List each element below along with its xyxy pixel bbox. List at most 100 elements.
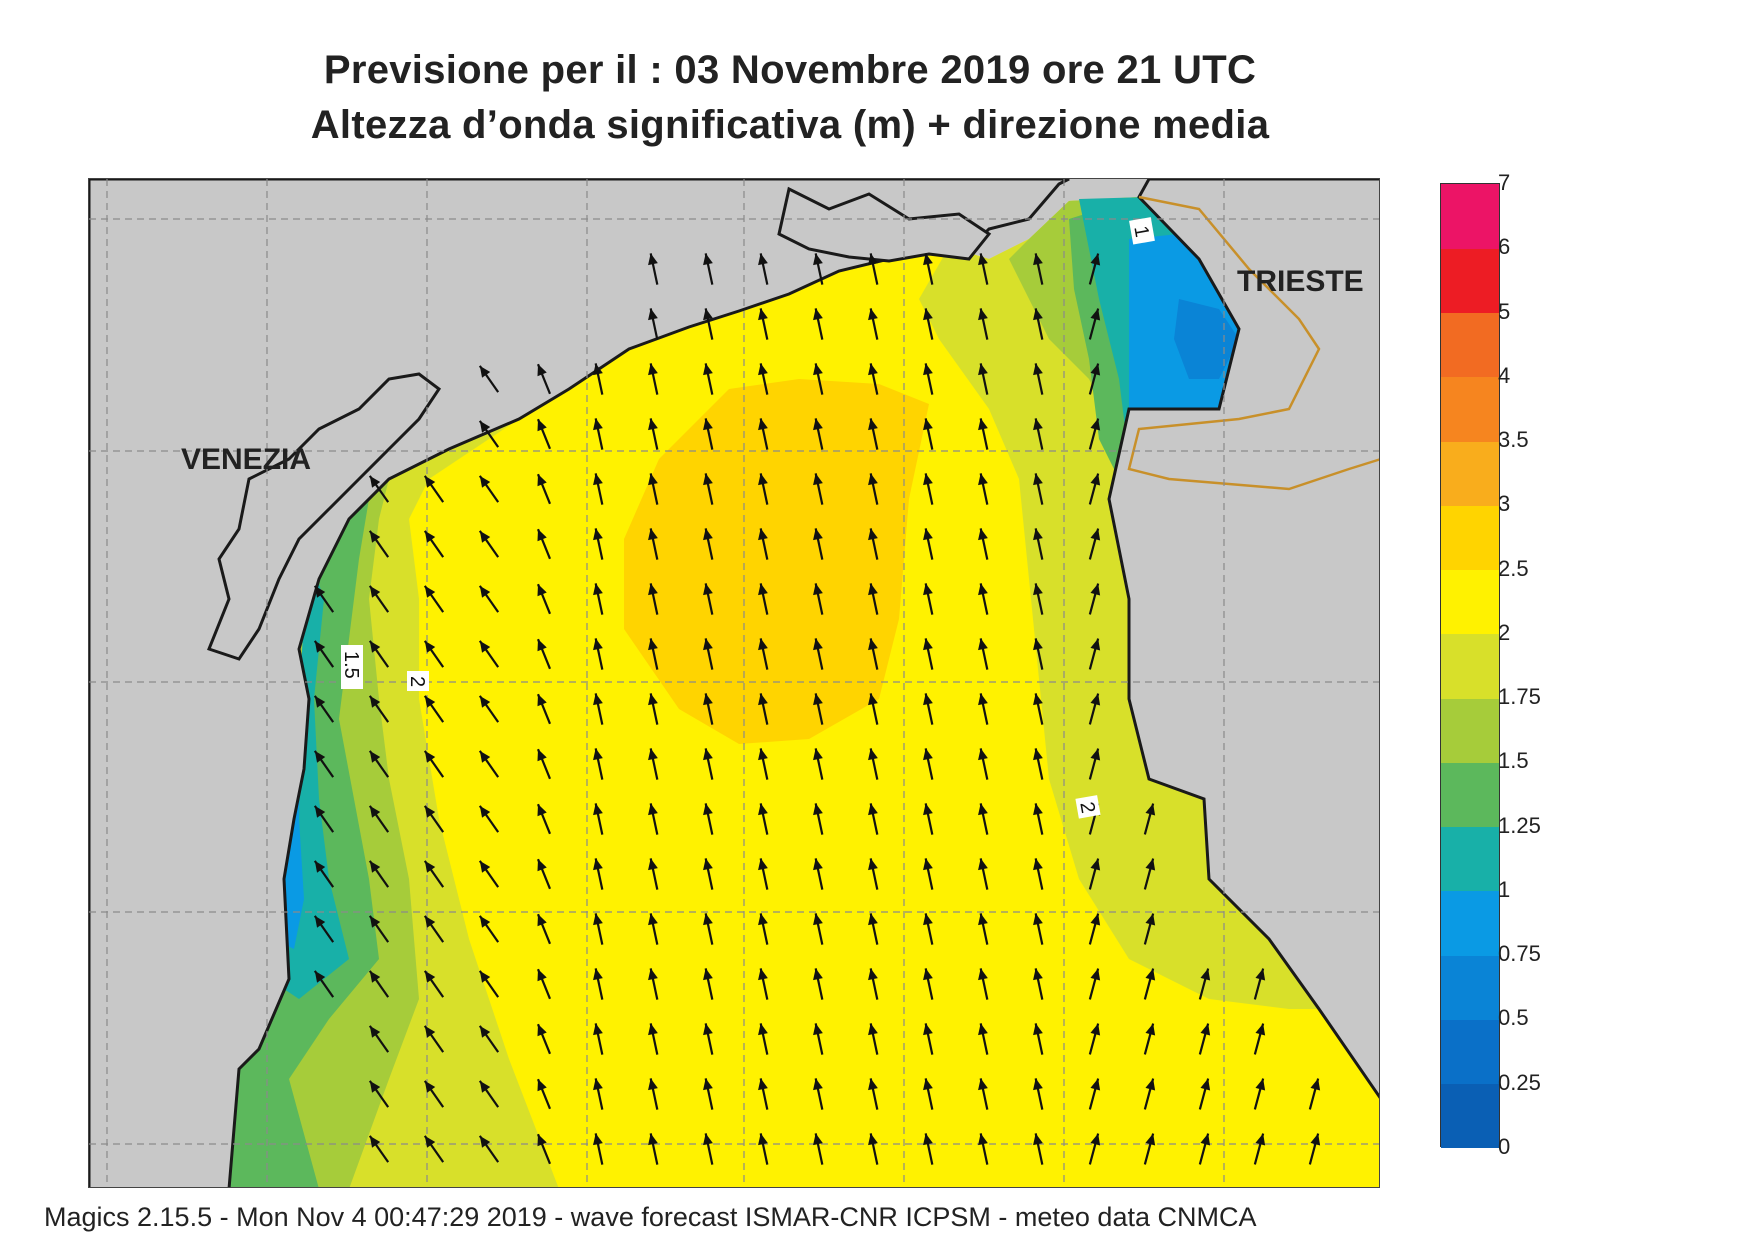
- wave-arrow: [536, 968, 552, 1000]
- wave-arrow: [1308, 1078, 1321, 1110]
- wave-arrow: [703, 1078, 714, 1110]
- wave-arrow: [368, 1025, 390, 1053]
- wave-arrow: [978, 253, 989, 285]
- wave-arrow: [478, 805, 500, 833]
- wave-arrow: [923, 1078, 934, 1110]
- wave-arrow: [923, 858, 934, 890]
- wave-arrow: [593, 473, 604, 505]
- wave-arrow: [703, 253, 714, 285]
- wave-arrow: [536, 1023, 552, 1055]
- wave-arrow: [813, 363, 824, 395]
- legend-label: 1.5: [1498, 748, 1529, 774]
- wave-arrow: [758, 858, 769, 890]
- wave-arrow: [703, 913, 714, 945]
- wave-arrow: [923, 583, 934, 615]
- wave-arrow: [1088, 638, 1101, 670]
- wave-arrow: [758, 913, 769, 945]
- footer-credits: Magics 2.15.5 - Mon Nov 4 00:47:29 2019 …: [44, 1202, 1257, 1232]
- wave-arrow: [868, 1023, 879, 1055]
- wave-arrow: [593, 583, 604, 615]
- wave-arrow: [923, 968, 934, 1000]
- wave-arrow: [368, 640, 390, 668]
- wave-arrow: [1308, 1133, 1321, 1165]
- wave-arrow: [813, 913, 824, 945]
- legend-label: 0.5: [1498, 1005, 1529, 1031]
- wave-arrow: [536, 583, 552, 615]
- wave-arrow: [758, 583, 769, 615]
- wave-arrow: [1088, 473, 1101, 505]
- wave-arrow: [1033, 858, 1044, 890]
- wave-arrow: [368, 970, 390, 998]
- wave-arrow: [868, 363, 879, 395]
- legend-label: 0.25: [1498, 1069, 1541, 1095]
- wave-arrow: [978, 363, 989, 395]
- wave-arrow: [478, 915, 500, 943]
- wave-arrow: [923, 803, 934, 835]
- wave-arrow: [978, 803, 989, 835]
- city-label-trieste: TRIESTE: [1237, 265, 1364, 298]
- wave-arrow: [813, 1023, 824, 1055]
- legend-label: 1.75: [1498, 684, 1541, 710]
- wave-arrow: [536, 528, 552, 560]
- wave-arrow: [923, 528, 934, 560]
- wave-arrow: [423, 750, 445, 778]
- border-line: [1127, 195, 1379, 491]
- wave-arrow: [978, 418, 989, 450]
- wave-arrow: [593, 748, 604, 780]
- title-line-2: Altezza d’onda significativa (m) + direz…: [310, 103, 1270, 147]
- wave-map: 1 1.5 2 2 VENEZIA TRIESTE: [88, 178, 1380, 1188]
- wave-arrow: [478, 530, 500, 558]
- wave-arrow: [423, 1080, 445, 1108]
- wave-arrow: [923, 473, 934, 505]
- wave-arrow: [423, 915, 445, 943]
- wave-arrow: [703, 528, 714, 560]
- wave-arrow: [758, 1023, 769, 1055]
- legend-label: 5: [1498, 298, 1511, 324]
- legend-swatch: [1441, 184, 1499, 249]
- wave-arrow: [758, 638, 769, 670]
- wave-arrow: [703, 968, 714, 1000]
- wave-arrow: [978, 308, 989, 340]
- wave-arrow: [648, 363, 659, 395]
- wave-arrow: [423, 530, 445, 558]
- legend-label: 3.5: [1498, 427, 1529, 453]
- wave-arrow: [313, 805, 335, 833]
- wave-arrow: [813, 748, 824, 780]
- wave-arrow: [536, 803, 552, 835]
- wave-arrow: [703, 748, 714, 780]
- wave-arrow: [423, 640, 445, 668]
- wave-arrow: [923, 418, 934, 450]
- wave-arrow: [703, 803, 714, 835]
- wave-arrow: [1088, 528, 1101, 560]
- wave-arrow: [1088, 968, 1101, 1000]
- wave-arrow: [1143, 913, 1156, 945]
- wave-arrow: [758, 308, 769, 340]
- wave-arrow: [978, 528, 989, 560]
- wave-arrow: [423, 805, 445, 833]
- wave-arrow: [1088, 418, 1101, 450]
- wave-arrow: [923, 253, 934, 285]
- wave-arrow: [978, 1023, 989, 1055]
- wave-arrow: [648, 308, 659, 340]
- wave-arrow: [478, 585, 500, 613]
- title-line-1: Previsione per il : 03 Novembre 2019 ore…: [323, 48, 1257, 92]
- wave-arrow: [478, 365, 500, 393]
- wave-arrow: [478, 860, 500, 888]
- wave-arrow: [368, 1135, 390, 1163]
- wave-arrow: [1033, 308, 1044, 340]
- wave-arrow: [478, 1025, 500, 1053]
- legend-swatch: [1441, 890, 1499, 956]
- wave-arrow: [1198, 968, 1211, 1000]
- wave-arrow: [423, 1135, 445, 1163]
- wave-arrow: [593, 418, 604, 450]
- wave-arrow: [758, 803, 769, 835]
- wave-arrow: [868, 748, 879, 780]
- legend-swatch: [1441, 312, 1499, 378]
- wave-arrow: [593, 1133, 604, 1165]
- map-canvas: 1 1.5 2 2 VENEZIA TRIESTE: [89, 179, 1379, 1187]
- wave-arrow: [758, 418, 769, 450]
- wave-arrow: [648, 803, 659, 835]
- legend-swatch: [1441, 441, 1499, 506]
- wave-arrow: [423, 970, 445, 998]
- wave-arrow: [813, 1078, 824, 1110]
